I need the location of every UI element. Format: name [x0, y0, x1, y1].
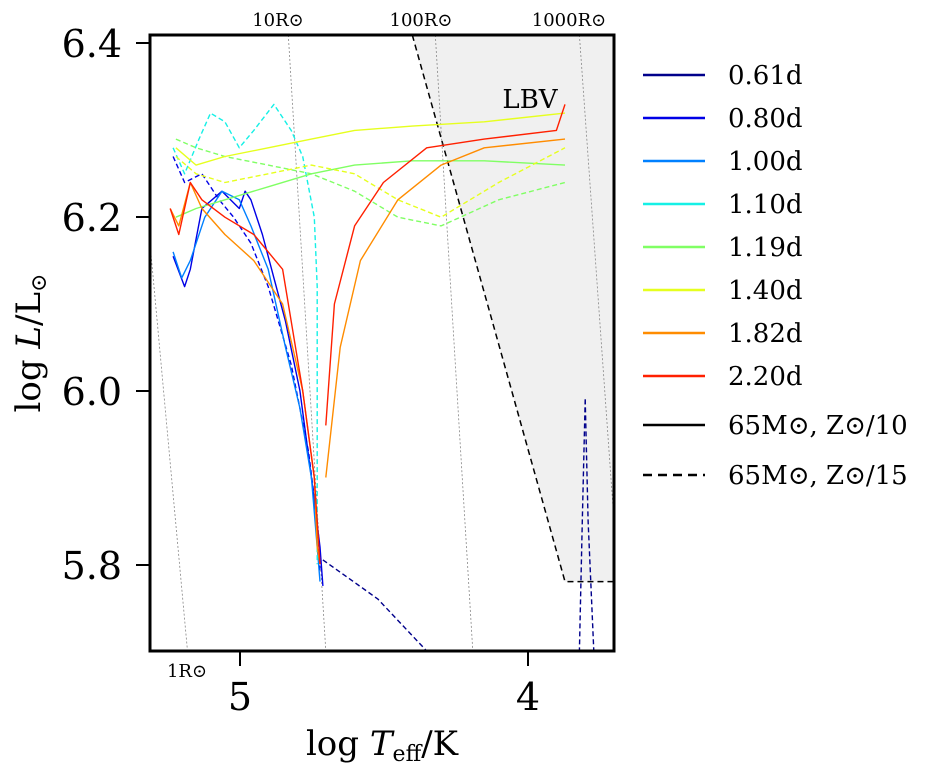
legend-label-1.40d: 1.40d — [728, 276, 803, 306]
y-tick-label-5.8: 5.8 — [62, 544, 122, 588]
y-tick-label-6.4: 6.4 — [62, 22, 122, 66]
radius-label-10r: 10R⊙ — [252, 10, 304, 31]
radius-label-100r: 100R⊙ — [390, 10, 453, 31]
x-tick-label-4: 4 — [516, 675, 540, 719]
lbv-label: LBV — [502, 85, 558, 115]
track-1.10d — [172, 103, 318, 565]
legend-label-1.82d: 1.82d — [728, 319, 803, 349]
radius-label-1r: 1R⊙ — [167, 661, 207, 682]
track-0.61d-points2 — [578, 399, 586, 651]
radius-line-100r — [434, 35, 474, 651]
track-1.40d-dashed — [175, 147, 566, 218]
legend-label-0.80d: 0.80d — [728, 104, 803, 134]
track-1.19d-dashed — [175, 138, 566, 227]
track-2.20d — [169, 181, 321, 565]
legend: 0.61d 0.80d 1.00d 1.10d 1.19d 1.40d 1.82… — [643, 61, 908, 491]
radius-line-1r — [150, 243, 188, 651]
x-tick-label-5: 5 — [228, 675, 252, 719]
legend-label-dashed-z15: 65M⊙, Z⊙/15 — [728, 461, 908, 491]
x-axis-title: log Teff/K — [306, 724, 459, 767]
lbv-boundary-line — [411, 35, 614, 583]
legend-label-solid-z10: 65M⊙, Z⊙/10 — [728, 411, 908, 441]
y-tick-label-6.2: 6.2 — [62, 196, 122, 240]
track-1.82d-points2 — [325, 138, 566, 478]
legend-label-0.61d: 0.61d — [728, 61, 803, 91]
legend-label-1.10d: 1.10d — [728, 190, 803, 220]
radius-line-10r — [287, 35, 327, 651]
legend-label-1.19d: 1.19d — [728, 233, 803, 263]
track-1.40d — [175, 112, 566, 166]
legend-label-1.00d: 1.00d — [728, 147, 803, 177]
legend-label-2.20d: 2.20d — [728, 362, 803, 392]
radius-line-1000r — [579, 35, 614, 521]
y-tick-label-6.0: 6.0 — [62, 370, 122, 414]
axes-frame — [148, 33, 616, 653]
y-axis-title: log L/L⊙ — [9, 274, 52, 413]
lbv-region — [412, 35, 614, 582]
radius-label-1000r: 1000R⊙ — [532, 10, 606, 31]
track-0.61d-points3 — [584, 399, 595, 651]
track-2.20d-points2 — [325, 104, 566, 426]
track-1.00d — [172, 190, 321, 582]
track-0.61d — [322, 559, 428, 651]
